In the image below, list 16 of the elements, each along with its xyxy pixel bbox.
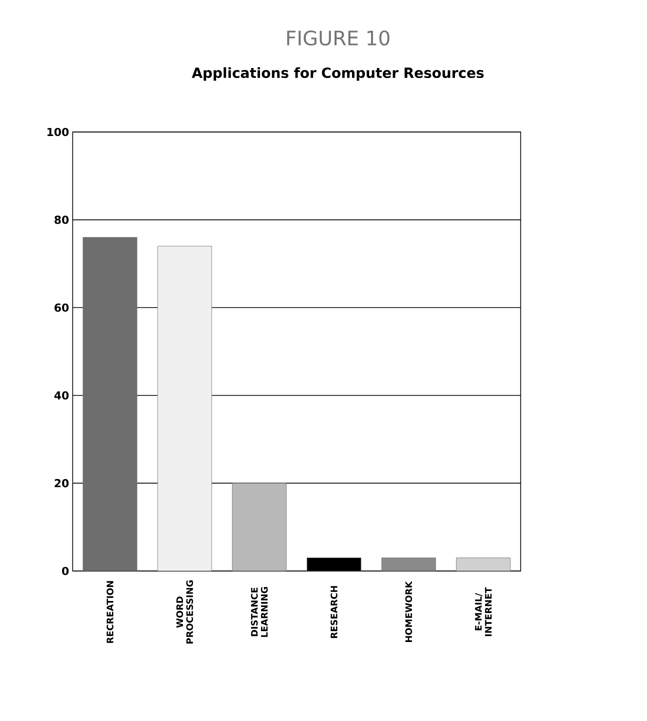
chart-subtitle: Applications for Computer Resources [192, 67, 484, 81]
chart-title: FIGURE 10 [287, 30, 390, 46]
y-tick-label: 0 [62, 566, 69, 576]
bar [381, 558, 436, 571]
x-tick-label: WORD PROCESSING [176, 580, 194, 644]
bar [456, 558, 511, 571]
y-tick-label: 20 [54, 479, 69, 488]
x-tick-label: RESEARCH [330, 586, 338, 638]
y-tick-label: 40 [54, 391, 69, 400]
x-tick-label: E-MAIL/ INTERNET [475, 587, 492, 636]
y-tick-label: 60 [54, 303, 69, 312]
x-tick-label: RECREATION [106, 581, 114, 643]
y-tick-label: 100 [48, 128, 69, 136]
y-tick-label: 80 [54, 216, 69, 224]
x-tick-label: DISTANCE LEARNING [250, 586, 268, 637]
x-tick-label: HOMEWORK [405, 580, 412, 642]
